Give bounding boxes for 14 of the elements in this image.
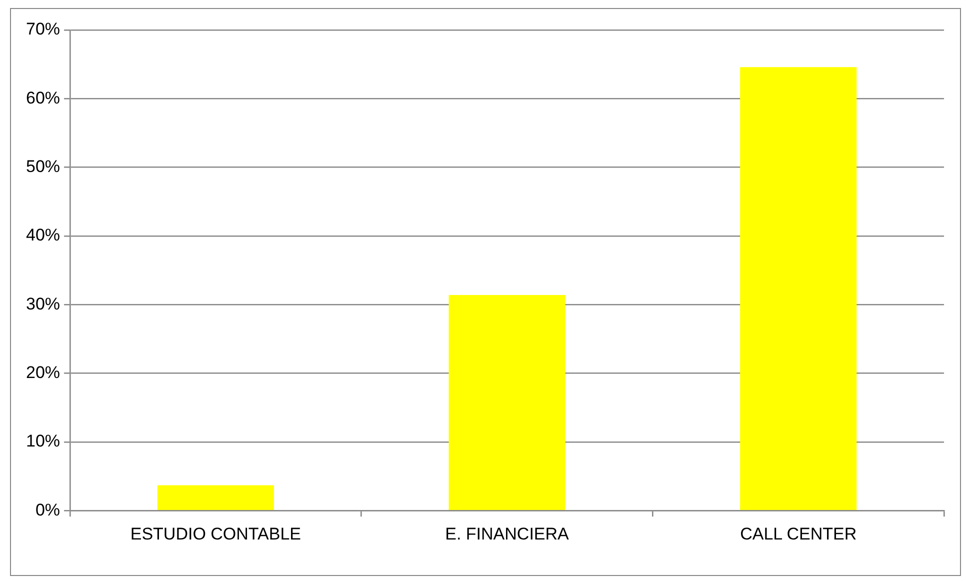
x-tick-label: ESTUDIO CONTABLE: [130, 524, 302, 544]
bar: [448, 295, 566, 510]
y-tick-label: 40%: [26, 226, 60, 245]
bar: [740, 67, 857, 510]
y-tick-label: 0%: [35, 500, 60, 520]
y-tick-label: 20%: [26, 362, 60, 382]
bar: [157, 485, 274, 510]
y-tick-label: 70%: [26, 20, 60, 39]
y-tick-label: 10%: [26, 432, 60, 451]
x-tick-label: E. FINANCIERA: [445, 524, 570, 544]
y-tick-label: 50%: [26, 157, 60, 176]
y-tick-label: 60%: [26, 88, 60, 108]
y-tick-label: 30%: [26, 294, 60, 314]
x-tick-label: CALL CENTER: [740, 524, 857, 544]
